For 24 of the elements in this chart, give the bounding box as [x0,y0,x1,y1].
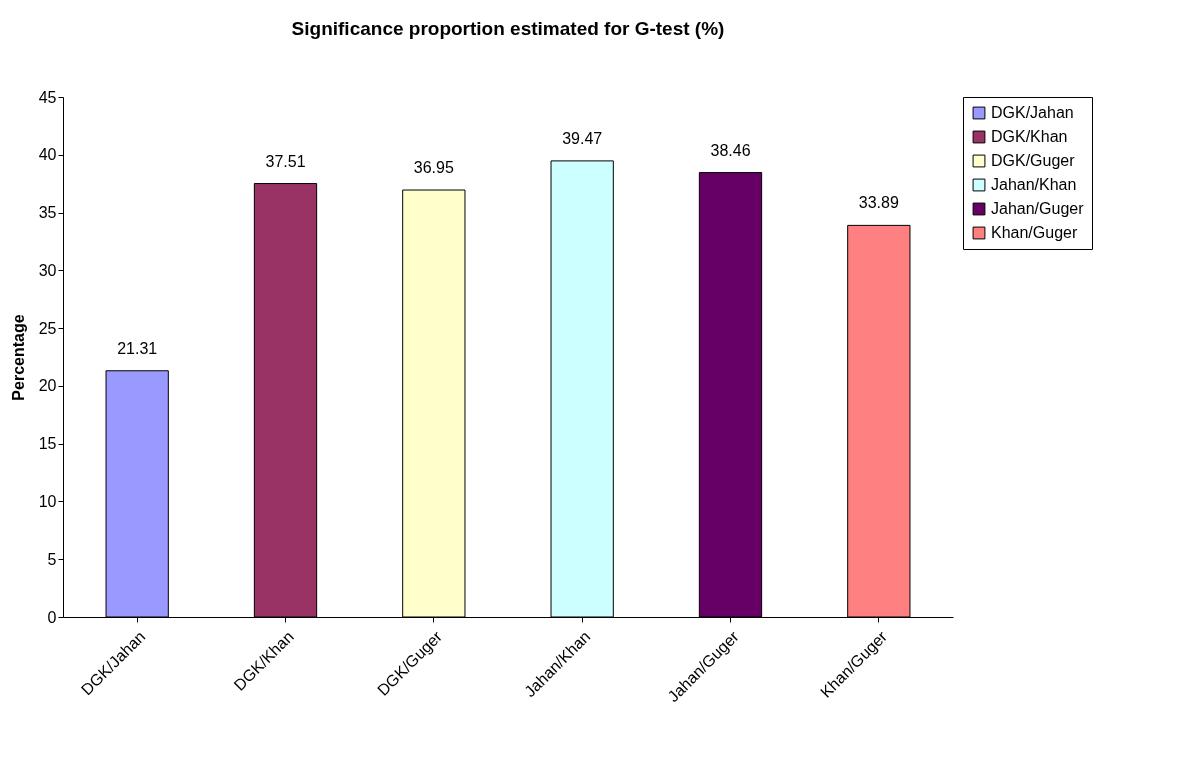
data-label: 39.47 [562,129,603,147]
data-label: 21.31 [117,339,158,357]
y-tick-label: 5 [47,550,57,568]
chart-title: Significance proportion estimated for G-test (%) [291,18,725,39]
data-label: 37.51 [265,152,306,170]
y-tick-label: 0 [47,608,57,626]
data-label: 38.46 [710,141,751,159]
y-tick-label: 20 [38,377,57,395]
legend-label: Jahan/Khan [991,176,1077,193]
y-tick-label: 30 [38,261,57,279]
y-tick-label: 40 [38,146,57,164]
legend-label: Khan/Guger [991,224,1078,241]
legend-label: DGK/Jahan [991,104,1074,121]
data-label: 33.89 [858,194,899,212]
y-tick-label: 35 [38,204,57,222]
legend-label: DGK/Khan [991,128,1068,145]
legend-label: Jahan/Guger [991,200,1085,217]
y-tick-label: 45 [38,88,57,106]
data-label: 36.95 [413,159,454,177]
y-tick-label: 10 [38,492,57,510]
legend-label: DGK/Guger [991,152,1076,169]
y-tick-label: 15 [38,435,57,453]
y-tick-label: 25 [38,319,57,337]
y-axis-title: Percentage [9,314,27,401]
